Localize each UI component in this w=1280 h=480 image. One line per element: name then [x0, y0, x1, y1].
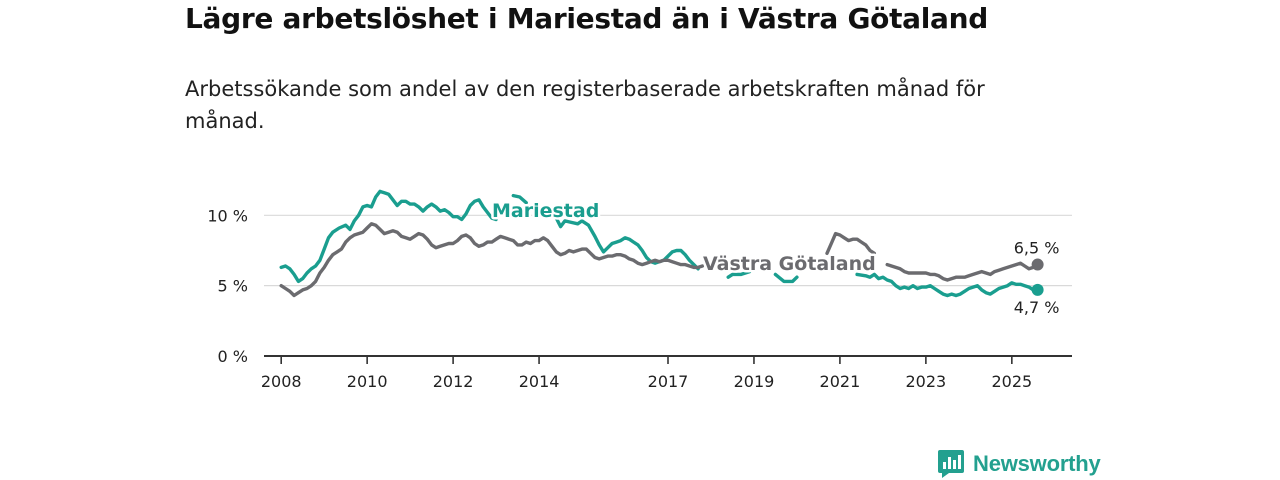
brand-name: Newsworthy — [973, 451, 1101, 476]
series-labels: Mariestad Västra Götaland 6,5 % 4,7 % — [490, 198, 1060, 317]
x-tick-label: 2021 — [820, 372, 861, 391]
series-line-mariestad — [279, 189, 1040, 298]
y-tick-labels: 0 % 5 % 10 % — [207, 206, 248, 366]
x-axis: 2008 2010 2012 2014 2017 2019 2021 2023 2025 — [261, 355, 1072, 391]
series-line-vastra-gotaland — [279, 222, 1040, 298]
y-tick-label: 5 % — [218, 277, 248, 296]
x-tick-label: 2010 — [347, 372, 388, 391]
gridlines — [264, 214, 1072, 287]
x-tick-label: 2017 — [648, 372, 689, 391]
x-tick-label: 2008 — [261, 372, 302, 391]
chart-subtitle: Arbetssökande som andel av den registerb… — [185, 77, 985, 133]
y-tick-label: 0 % — [218, 347, 248, 366]
series-label-mariestad: Mariestad — [492, 200, 599, 222]
newsworthy-logo[interactable]: Newsworthy — [937, 448, 1101, 480]
newsworthy-icon — [938, 450, 964, 478]
x-tick-label: 2023 — [906, 372, 947, 391]
chart-title: Lägre arbetslöshet i Mariestad än i Väst… — [185, 2, 989, 35]
end-point-vastra-gotaland — [1031, 258, 1044, 271]
end-label-vastra-gotaland: 6,5 % — [1014, 239, 1060, 258]
x-tick-label: 2019 — [734, 372, 775, 391]
end-point-mariestad — [1031, 283, 1044, 296]
x-tick-label: 2025 — [991, 372, 1032, 391]
series-label-vastra-gotaland: Västra Götaland — [703, 253, 876, 275]
y-tick-label: 10 % — [207, 206, 248, 225]
end-label-mariestad: 4,7 % — [1014, 298, 1060, 317]
x-tick-label: 2014 — [519, 372, 560, 391]
x-tick-label: 2012 — [433, 372, 474, 391]
series-lines — [279, 189, 1044, 298]
